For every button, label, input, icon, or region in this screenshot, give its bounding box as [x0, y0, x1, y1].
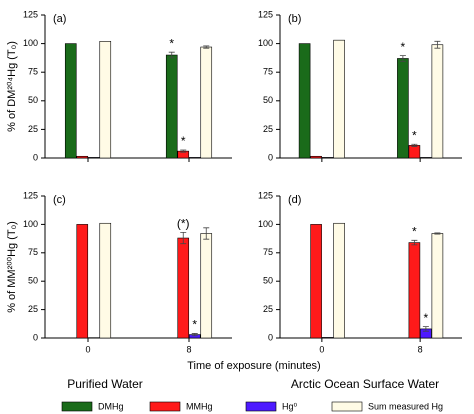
bar — [87, 157, 100, 159]
panel-label: (d) — [288, 194, 301, 206]
bar — [310, 155, 322, 159]
y-tick-label: 100 — [258, 38, 273, 48]
bar — [298, 43, 311, 159]
significance-marker: * — [401, 40, 406, 54]
column-title: Arctic Ocean Surface Water — [291, 377, 439, 391]
error-bar — [180, 149, 187, 153]
bar — [321, 157, 334, 159]
y-tick-label: 75 — [28, 247, 38, 257]
y-tick-label: 25 — [263, 304, 273, 314]
y-tick-label: 0 — [33, 332, 38, 342]
significance-marker: * — [192, 318, 197, 332]
bar — [99, 41, 112, 159]
bar — [431, 233, 444, 339]
bar — [64, 43, 77, 159]
y-tick-label: 0 — [268, 332, 273, 342]
error-bar — [168, 51, 175, 59]
legend-swatch — [245, 401, 277, 412]
y-tick-label: 25 — [263, 124, 273, 134]
bar — [165, 54, 178, 159]
bar — [408, 145, 421, 159]
y-tick-label: 50 — [28, 276, 38, 286]
column-title: Purified Water — [67, 377, 143, 391]
x-tick-label: 8 — [186, 344, 191, 354]
y-tick-label: 125 — [23, 190, 38, 200]
bar — [420, 157, 432, 159]
error-bar — [191, 333, 198, 337]
bar — [310, 224, 322, 339]
significance-marker: * — [412, 128, 417, 142]
legend-label: Sum measured Hg — [368, 401, 443, 411]
x-tick-label: 0 — [86, 344, 91, 354]
error-bar — [434, 40, 441, 49]
x-axis-title: Time of exposure (minutes) — [187, 360, 320, 372]
error-bar — [203, 227, 210, 240]
error-bar — [399, 55, 406, 62]
bar — [200, 233, 213, 339]
significance-marker: * — [412, 224, 417, 238]
x-tick-label: 8 — [418, 344, 423, 354]
panel-label: (a) — [53, 13, 66, 25]
y-tick-label: 125 — [258, 9, 273, 19]
bar — [397, 58, 409, 159]
y-tick-label: 50 — [28, 95, 38, 105]
error-bar — [434, 232, 441, 235]
panel-label: (c) — [53, 194, 66, 206]
y-tick-label: 125 — [258, 190, 273, 200]
significance-marker: * — [169, 36, 174, 50]
y-tick-label: 100 — [23, 38, 38, 48]
y-tick-label: 25 — [28, 304, 38, 314]
y-tick-label: 100 — [23, 219, 38, 229]
y-tick-label: 125 — [23, 9, 38, 19]
error-bar — [203, 45, 210, 49]
significance-marker: (*) — [177, 217, 190, 231]
legend-label: Hg⁰ — [282, 401, 298, 411]
y-tick-label: 0 — [33, 152, 38, 162]
y-tick-label: 0 — [268, 152, 273, 162]
y-axis-title: % of DM²⁰⁴Hg (T₀) — [6, 41, 18, 132]
legend-swatch — [61, 401, 93, 412]
bar — [177, 237, 190, 339]
bar — [76, 224, 89, 339]
bar — [333, 39, 345, 159]
error-bar — [411, 239, 418, 246]
y-tick-label: 75 — [263, 67, 273, 77]
bar — [188, 157, 201, 159]
bar — [76, 155, 89, 159]
y-tick-label: 75 — [263, 247, 273, 257]
y-tick-label: 75 — [28, 67, 38, 77]
bar — [431, 44, 444, 159]
legend-label: DMHg — [98, 401, 124, 411]
legend-swatch — [149, 401, 181, 412]
y-tick-label: 25 — [28, 124, 38, 134]
error-bar — [411, 143, 418, 147]
x-tick-label: 0 — [319, 344, 324, 354]
bar — [99, 222, 112, 339]
significance-marker: * — [181, 134, 186, 148]
y-tick-label: 50 — [263, 276, 273, 286]
bar — [333, 222, 345, 339]
error-bar — [422, 326, 429, 332]
y-tick-label: 100 — [258, 219, 273, 229]
y-axis-title: % of MM²⁰⁰Hg (T₀) — [6, 221, 18, 313]
bar — [200, 46, 213, 159]
y-tick-label: 50 — [263, 95, 273, 105]
legend-swatch — [331, 401, 363, 412]
bar — [321, 337, 334, 339]
error-bar — [180, 231, 187, 245]
panel-label: (b) — [288, 13, 301, 25]
significance-marker: * — [424, 311, 429, 325]
bar — [408, 242, 421, 339]
legend-label: MMHg — [186, 401, 213, 411]
